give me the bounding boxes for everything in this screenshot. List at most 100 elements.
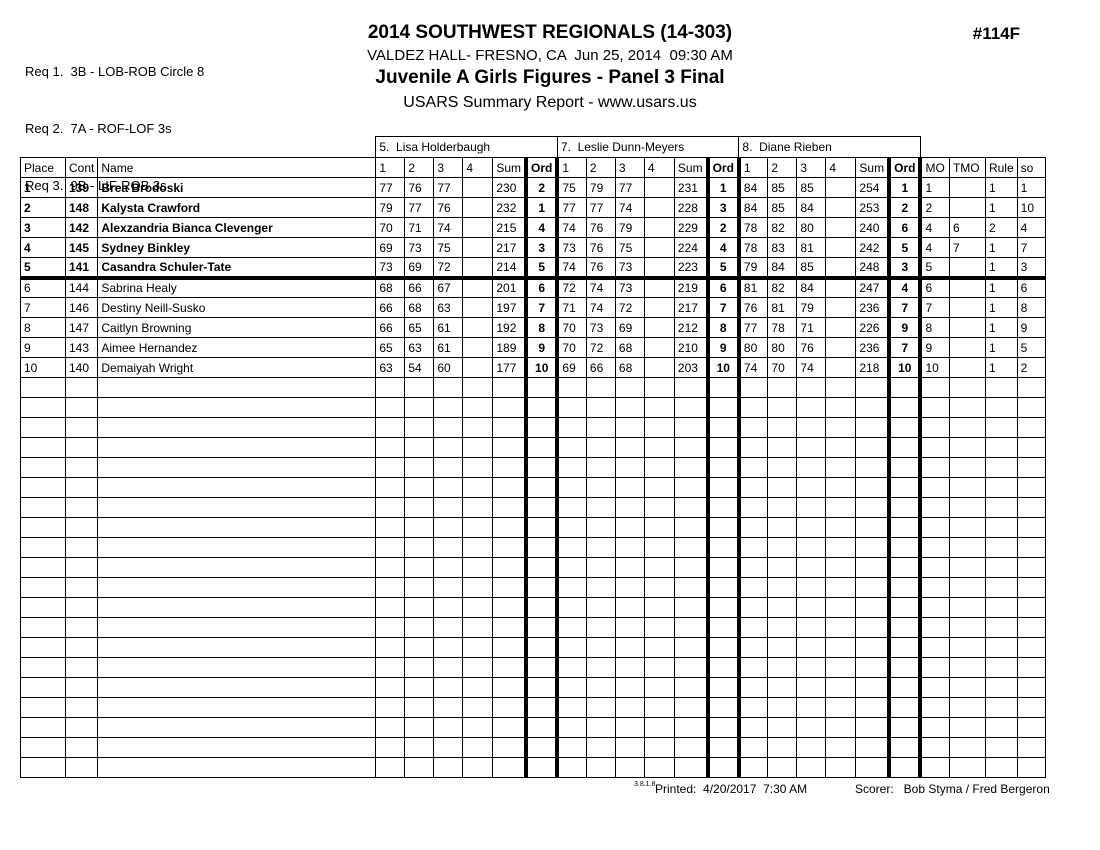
score-cell (404, 737, 435, 758)
ordinal-cell: 3 (887, 257, 923, 280)
score-cell (643, 437, 675, 458)
score-cell: 81 (796, 237, 827, 258)
cont-header: Cont (64, 157, 99, 178)
contestant-number-cell (64, 517, 99, 538)
score-cell: 81 (738, 277, 769, 298)
rule-cell (984, 397, 1018, 418)
ordinal-cell: 10 (524, 357, 560, 378)
rule-cell (984, 437, 1018, 458)
competition-title: 2014 SOUTHWEST REGIONALS (14-303) (367, 22, 733, 43)
score-cell (614, 437, 645, 458)
score-cell (375, 577, 406, 598)
sum-cell (492, 637, 527, 658)
score-cell (375, 697, 406, 718)
score-cell (462, 697, 494, 718)
contestant-number-cell: 147 (64, 317, 99, 338)
score-cell (433, 517, 464, 538)
score-cell: 70 (375, 217, 406, 238)
sum-cell (855, 437, 890, 458)
rule-cell: 1 (984, 337, 1018, 358)
score-cell (556, 537, 587, 558)
score-cell (462, 597, 494, 618)
rule-cell (984, 617, 1018, 638)
score-cell (825, 437, 857, 458)
rule-cell: 1 (984, 277, 1018, 298)
empty-row (20, 757, 1046, 778)
score-cell (825, 557, 857, 578)
score-cell: 84 (738, 197, 769, 218)
score-cell: 77 (556, 197, 587, 218)
score-cell (585, 557, 616, 578)
majority-ordinal-cell (919, 757, 950, 778)
score-cell: 69 (375, 237, 406, 258)
score-cell: 77 (433, 177, 464, 198)
score-cell (825, 337, 857, 358)
venue-date-line: VALDEZ HALL- FRESNO, CA Jun 25, 2014 09:… (367, 47, 733, 64)
score-cell: 71 (796, 317, 827, 338)
score-cell (796, 457, 827, 478)
score-cell (462, 177, 494, 198)
total-majority-ordinal-cell (948, 577, 986, 598)
judge-name-3: 8. Diane Rieben (738, 136, 921, 158)
sum-cell (855, 757, 890, 778)
ordinal-cell (887, 537, 923, 558)
sum-cell (855, 457, 890, 478)
skating-order-cell (1016, 637, 1046, 658)
ordinal-cell (887, 457, 923, 478)
score-cell: 70 (556, 317, 587, 338)
score-cell (556, 437, 587, 458)
score-cell (796, 557, 827, 578)
ordinal-cell (887, 397, 923, 418)
sum-cell (673, 677, 709, 698)
place-cell (20, 437, 66, 458)
sum-cell (855, 677, 890, 698)
sum-cell (492, 657, 527, 678)
score-cell: 79 (375, 197, 406, 218)
score-cell (375, 437, 406, 458)
majority-ordinal-cell (919, 717, 950, 738)
majority-ordinal-cell (919, 637, 950, 658)
sum-cell (492, 577, 527, 598)
score-cell (375, 717, 406, 738)
skater-name-cell: Brea Brodoski (97, 177, 377, 198)
majority-ordinal-cell (919, 697, 950, 718)
score-cell: 66 (585, 357, 616, 378)
total-majority-ordinal-cell (948, 497, 986, 518)
total-majority-ordinal-cell (948, 477, 986, 498)
score-cell (556, 717, 587, 738)
score-cell (825, 257, 857, 280)
sum-cell: 229 (673, 217, 709, 238)
score-cell: 85 (767, 197, 798, 218)
score-cell (738, 537, 769, 558)
ordinal-cell: 2 (524, 177, 560, 198)
total-majority-ordinal-cell (948, 417, 986, 438)
score-cell (738, 757, 769, 778)
score-cell: 73 (614, 257, 645, 280)
score-cell (767, 537, 798, 558)
report-footer: 3.8.1.8 Printed: 4/20/2017 7:30 AM Score… (0, 781, 1100, 801)
score-cell: 74 (796, 357, 827, 378)
score-cell (462, 757, 494, 778)
score-cell (825, 617, 857, 638)
score-cell (433, 497, 464, 518)
place-cell: 1 (20, 177, 66, 198)
sum-cell (492, 677, 527, 698)
score-cell: 75 (614, 237, 645, 258)
score-cell (643, 557, 675, 578)
title-block: 2014 SOUTHWEST REGIONALS (14-303) VALDEZ… (0, 22, 1100, 112)
ordinal-cell (887, 657, 923, 678)
sum-cell (855, 537, 890, 558)
ordinal-cell (705, 537, 741, 558)
place-cell (20, 417, 66, 438)
score-cell (643, 357, 675, 378)
skater-name-cell (97, 597, 377, 618)
score-cell (585, 697, 616, 718)
score-cell (825, 677, 857, 698)
score-cell: 73 (404, 237, 435, 258)
skating-order-cell (1016, 577, 1046, 598)
place-cell (20, 717, 66, 738)
sum-cell: 236 (855, 297, 890, 318)
sum-cell (492, 517, 527, 538)
score-cell (738, 597, 769, 618)
skater-row: 7 146 Destiny Neill-Susko 66 68 63 197 7 71 74 72 2… (20, 297, 1046, 318)
